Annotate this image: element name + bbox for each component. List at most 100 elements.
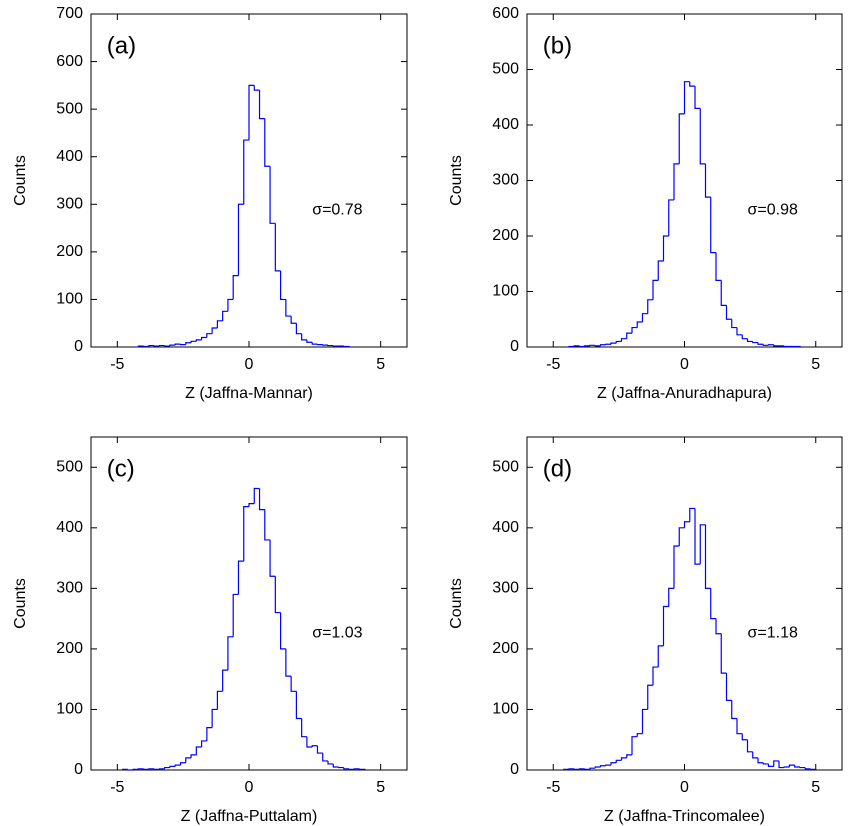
histogram-bin bbox=[137, 768, 144, 770]
y-tick-label: 300 bbox=[56, 196, 83, 213]
x-tick-label: 0 bbox=[245, 356, 254, 373]
y-tick-label: 100 bbox=[492, 701, 519, 718]
histogram-bin bbox=[568, 768, 575, 770]
histogram-bin bbox=[652, 666, 659, 686]
histogram-bin bbox=[264, 509, 271, 541]
histogram-bin bbox=[153, 768, 160, 770]
histogram-bin bbox=[311, 342, 318, 345]
y-tick-label: 600 bbox=[492, 5, 519, 22]
histogram-bin bbox=[794, 765, 800, 768]
histogram-bin bbox=[174, 764, 181, 767]
histogram-bin bbox=[715, 618, 722, 635]
histogram-bin bbox=[563, 768, 569, 770]
y-tick-label: 300 bbox=[56, 580, 83, 597]
x-tick-label: 5 bbox=[811, 779, 820, 796]
histogram-bin bbox=[290, 676, 297, 692]
histogram-bin bbox=[216, 320, 223, 328]
annotation: σ=1.03 bbox=[312, 625, 362, 642]
histogram-bin bbox=[662, 605, 669, 646]
histogram-bin bbox=[306, 339, 313, 343]
histogram-bin bbox=[605, 343, 611, 345]
y-tick-label: 200 bbox=[492, 640, 519, 657]
histogram-bin bbox=[736, 327, 743, 336]
y-tick-label: 0 bbox=[74, 338, 83, 355]
histogram-bin bbox=[216, 690, 223, 710]
histogram-bin bbox=[274, 223, 281, 272]
panel-label: (d) bbox=[543, 456, 572, 483]
histogram-bin bbox=[778, 760, 785, 769]
histogram-bin bbox=[725, 305, 732, 320]
histogram-bin bbox=[232, 275, 239, 300]
y-tick-label: 400 bbox=[492, 519, 519, 536]
histogram-bin bbox=[206, 333, 213, 338]
histogram-bin bbox=[253, 85, 260, 91]
histogram-bin bbox=[332, 763, 339, 768]
histogram-bin bbox=[258, 488, 265, 511]
histogram-bin bbox=[190, 754, 197, 758]
histogram-bin bbox=[359, 768, 366, 770]
histogram-bin bbox=[731, 319, 737, 329]
histogram-bin bbox=[295, 323, 302, 335]
histogram-bin bbox=[243, 139, 249, 205]
y-tick-label: 200 bbox=[492, 227, 519, 244]
histogram-bin bbox=[746, 739, 753, 753]
x-tick-label: -5 bbox=[110, 356, 124, 373]
y-axis-label: Counts bbox=[12, 155, 29, 206]
histogram-bin bbox=[269, 539, 276, 577]
histogram-bin bbox=[232, 593, 239, 637]
histogram-bin bbox=[720, 633, 727, 674]
histogram-bin bbox=[179, 762, 186, 766]
histogram-bin bbox=[804, 767, 811, 770]
panel-label: (c) bbox=[107, 456, 135, 483]
histogram-bin bbox=[343, 345, 350, 348]
histogram-bin bbox=[615, 340, 622, 344]
histogram-bin bbox=[264, 118, 271, 167]
y-tick-label: 400 bbox=[56, 519, 83, 536]
histogram-bin bbox=[725, 673, 732, 701]
y-axis-label: Counts bbox=[12, 578, 29, 629]
histogram-bin bbox=[710, 588, 716, 620]
y-axis-label: Counts bbox=[448, 155, 465, 206]
histogram-bin bbox=[652, 279, 659, 300]
histogram-bin bbox=[211, 708, 218, 728]
histogram-bin bbox=[636, 321, 643, 328]
y-tick-label: 200 bbox=[56, 243, 83, 260]
histogram-bin bbox=[290, 316, 297, 324]
histogram-bin bbox=[258, 90, 265, 120]
y-tick-label: 400 bbox=[56, 148, 83, 165]
y-tick-label: 0 bbox=[510, 338, 519, 355]
histogram-bin bbox=[337, 766, 344, 769]
histogram-bin bbox=[757, 757, 764, 764]
histogram-bin bbox=[699, 108, 706, 165]
histogram-bin bbox=[694, 508, 701, 565]
histogram-bin bbox=[610, 342, 617, 345]
histogram-bin bbox=[704, 524, 711, 589]
x-tick-label: 0 bbox=[245, 779, 254, 796]
plot-frame bbox=[90, 13, 408, 348]
histogram-bin bbox=[752, 751, 758, 759]
annotation: σ=0.78 bbox=[312, 202, 362, 219]
histogram-bin bbox=[683, 521, 690, 528]
histogram-bin bbox=[195, 746, 202, 755]
histogram-bin bbox=[327, 760, 334, 765]
histogram-bin bbox=[710, 197, 716, 254]
histogram-bin bbox=[158, 768, 165, 770]
histogram-bin bbox=[195, 339, 202, 342]
histogram-bin bbox=[237, 203, 244, 276]
histogram-bin bbox=[322, 753, 328, 762]
histogram-bin bbox=[584, 345, 590, 347]
y-tick-label: 100 bbox=[56, 701, 83, 718]
y-tick-label: 300 bbox=[492, 580, 519, 597]
histogram-bin bbox=[132, 768, 139, 770]
x-tick-label: -5 bbox=[110, 779, 124, 796]
x-tick-label: 5 bbox=[811, 356, 820, 373]
histogram-bin bbox=[316, 745, 323, 754]
y-tick-label: 500 bbox=[492, 61, 519, 78]
histogram-bin bbox=[164, 766, 170, 769]
histogram-bin bbox=[773, 760, 779, 767]
histogram-bin bbox=[736, 718, 743, 735]
histogram-bin bbox=[647, 684, 653, 710]
histogram-bin bbox=[626, 332, 632, 339]
plot-frame bbox=[526, 13, 843, 348]
